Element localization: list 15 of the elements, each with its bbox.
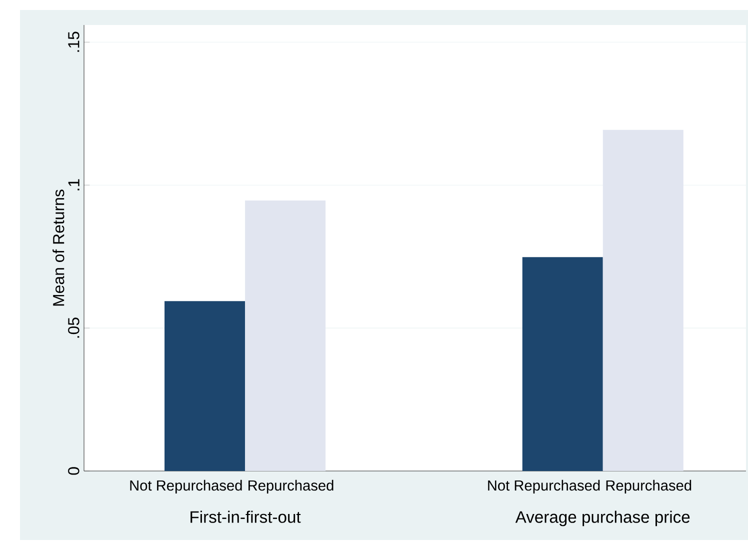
series-label: Not Repurchased (130, 480, 242, 494)
y-axis-title: Mean of Returns (52, 190, 64, 306)
text: Repurchased (606, 480, 692, 494)
series-label: Repurchased (248, 480, 334, 494)
y-tick-label: .1 (68, 179, 80, 190)
bar (522, 257, 603, 471)
x-tick-label: Average purchase price (515, 510, 690, 526)
bar (602, 130, 684, 471)
bar (245, 200, 326, 471)
bar (164, 301, 246, 471)
y-tick-label: 0 (68, 467, 80, 475)
y-tick-label: .05 (68, 318, 80, 338)
y-tick-label: .15 (68, 32, 80, 52)
x-tick-label: First-in-first-out (190, 510, 301, 523)
text: Not Repurchased (488, 480, 600, 494)
